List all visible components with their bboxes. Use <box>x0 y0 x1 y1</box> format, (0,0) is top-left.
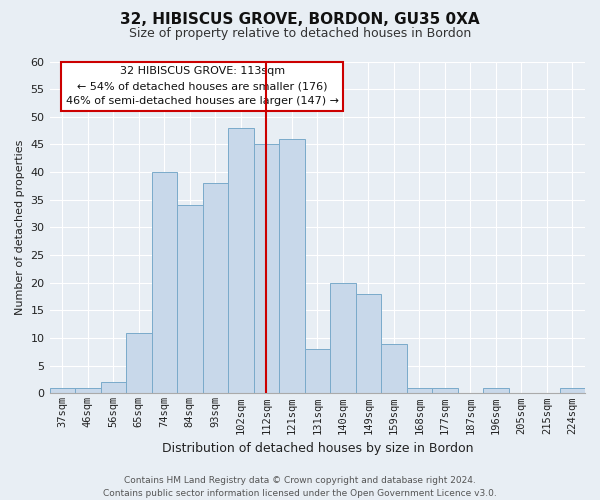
Bar <box>228 128 254 394</box>
Bar <box>152 172 177 394</box>
Bar <box>203 183 228 394</box>
Bar <box>305 349 330 394</box>
Bar <box>560 388 585 394</box>
Bar <box>483 388 509 394</box>
Bar <box>50 388 75 394</box>
Bar <box>432 388 458 394</box>
Text: 32, HIBISCUS GROVE, BORDON, GU35 0XA: 32, HIBISCUS GROVE, BORDON, GU35 0XA <box>120 12 480 28</box>
Bar <box>356 294 381 394</box>
Bar <box>101 382 126 394</box>
Text: Size of property relative to detached houses in Bordon: Size of property relative to detached ho… <box>129 28 471 40</box>
Text: Contains HM Land Registry data © Crown copyright and database right 2024.
Contai: Contains HM Land Registry data © Crown c… <box>103 476 497 498</box>
Bar <box>126 332 152 394</box>
Y-axis label: Number of detached properties: Number of detached properties <box>15 140 25 315</box>
Bar <box>381 344 407 394</box>
X-axis label: Distribution of detached houses by size in Bordon: Distribution of detached houses by size … <box>161 442 473 455</box>
Text: 32 HIBISCUS GROVE: 113sqm
← 54% of detached houses are smaller (176)
46% of semi: 32 HIBISCUS GROVE: 113sqm ← 54% of detac… <box>65 66 338 106</box>
Bar <box>407 388 432 394</box>
Bar <box>254 144 279 394</box>
Bar <box>75 388 101 394</box>
Bar <box>279 139 305 394</box>
Bar <box>330 283 356 394</box>
Bar <box>177 206 203 394</box>
